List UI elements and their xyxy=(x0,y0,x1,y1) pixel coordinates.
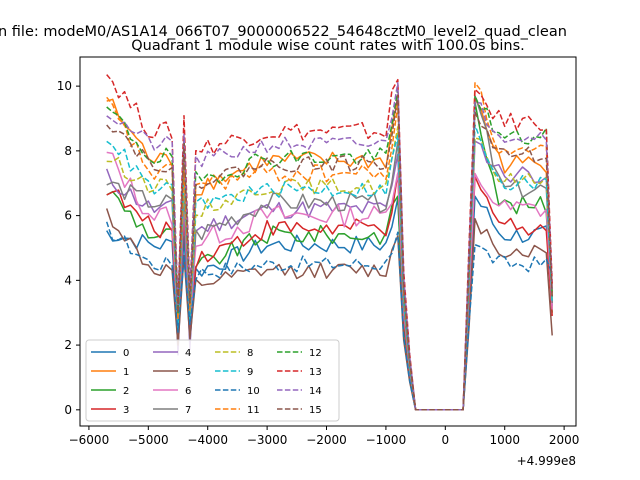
legend-label-3: 3 xyxy=(123,405,129,416)
series-line-10 xyxy=(105,221,553,411)
legend-label-4: 4 xyxy=(185,348,191,359)
x-tick-label: −1000 xyxy=(366,433,407,447)
y-axis: 0 2 4 6 8 10 xyxy=(57,79,80,417)
x-tick-label: −3000 xyxy=(247,433,288,447)
legend-label-8: 8 xyxy=(247,348,253,359)
y-tick-label: 0 xyxy=(64,403,72,417)
y-tick-label: 8 xyxy=(64,144,72,158)
legend-label-5: 5 xyxy=(185,367,191,378)
x-tick-label: −5000 xyxy=(128,433,169,447)
x-tick-label: 2000 xyxy=(549,433,580,447)
x-tick-label: 0 xyxy=(441,433,449,447)
legend-label-12: 12 xyxy=(309,348,322,359)
legend-label-7: 7 xyxy=(185,405,191,416)
y-tick-label: 4 xyxy=(64,273,72,287)
x-axis: −6000 −5000 −4000 −3000 −2000 −1000 0 1000 2000 xyxy=(69,426,580,447)
x-tick-label: −4000 xyxy=(187,433,228,447)
legend-label-10: 10 xyxy=(247,386,260,397)
legend-label-0: 0 xyxy=(123,348,129,359)
y-tick-label: 10 xyxy=(57,79,72,93)
series-layer xyxy=(105,74,553,411)
x-tick-label: −6000 xyxy=(69,433,110,447)
y-tick-label: 2 xyxy=(64,338,72,352)
legend-label-6: 6 xyxy=(185,386,191,397)
chart-title: Quadrant 1 module wise count rates with … xyxy=(131,38,525,54)
legend-box xyxy=(85,339,340,422)
series-line-15 xyxy=(106,94,553,411)
legend-label-14: 14 xyxy=(309,386,322,397)
legend-label-9: 9 xyxy=(247,367,253,378)
y-tick-label: 6 xyxy=(64,209,72,223)
plot-frame xyxy=(79,56,577,427)
x-tick-label: 1000 xyxy=(489,433,520,447)
legend-label-2: 2 xyxy=(123,386,129,397)
legend-label-1: 1 xyxy=(123,367,129,378)
legend-label-13: 13 xyxy=(309,367,322,378)
figure-suptitle: n file: modeM0/AS1A14_066T07_9000006522_… xyxy=(0,24,567,40)
legend-label-11: 11 xyxy=(247,405,260,416)
x-tick-label: −2000 xyxy=(306,433,347,447)
legend-label-15: 15 xyxy=(309,405,322,416)
x-axis-offset-label: +4.999e8 xyxy=(517,454,576,468)
